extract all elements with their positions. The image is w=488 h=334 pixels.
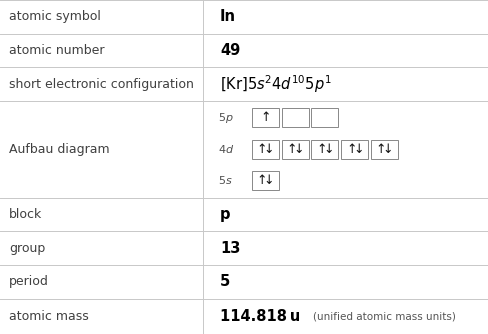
Text: group: group [9,242,45,255]
Text: (unified atomic mass units): (unified atomic mass units) [312,311,455,321]
Text: ↓: ↓ [323,143,333,156]
Text: Aufbau diagram: Aufbau diagram [9,143,109,156]
Bar [341,140,367,159]
Text: ↓: ↓ [382,143,392,156]
Text: 114.818 u: 114.818 u [220,309,300,324]
Text: ↑: ↑ [256,174,266,187]
Text: period: period [9,276,49,288]
Text: ↑: ↑ [346,143,356,156]
Bar [370,140,397,159]
Text: ↓: ↓ [263,143,273,156]
Text: 5$\it{p}$: 5$\it{p}$ [217,111,233,125]
Text: atomic mass: atomic mass [9,310,88,323]
Bar [281,108,308,127]
Text: atomic symbol: atomic symbol [9,10,101,23]
Text: atomic number: atomic number [9,44,104,57]
Bar [281,140,308,159]
Text: ↑: ↑ [286,143,296,156]
Text: ↑: ↑ [375,143,386,156]
Bar [251,108,278,127]
Text: 13: 13 [220,241,240,256]
Text: ↓: ↓ [293,143,303,156]
Text: ↑: ↑ [316,143,326,156]
Text: block: block [9,208,42,221]
Text: p: p [220,207,230,222]
Text: 4$\it{d}$: 4$\it{d}$ [217,143,233,155]
Text: ↓: ↓ [263,174,273,187]
Text: $\mathsf{[Kr]5}s^{\mathsf{2}}\mathsf{4}d^{\mathsf{10}}\mathsf{5}p^{\mathsf{1}}$: $\mathsf{[Kr]5}s^{\mathsf{2}}\mathsf{4}d… [220,73,331,95]
Text: 49: 49 [220,43,240,58]
Text: ↑: ↑ [256,143,266,156]
Text: ↓: ↓ [352,143,363,156]
Text: In: In [220,9,236,24]
Text: short electronic configuration: short electronic configuration [9,78,193,91]
Text: 5: 5 [220,275,230,289]
Bar [251,171,278,190]
Text: 5$\it{s}$: 5$\it{s}$ [217,174,232,186]
Bar [311,108,338,127]
Text: ↑: ↑ [260,111,270,124]
Bar [311,140,338,159]
Bar [251,140,278,159]
